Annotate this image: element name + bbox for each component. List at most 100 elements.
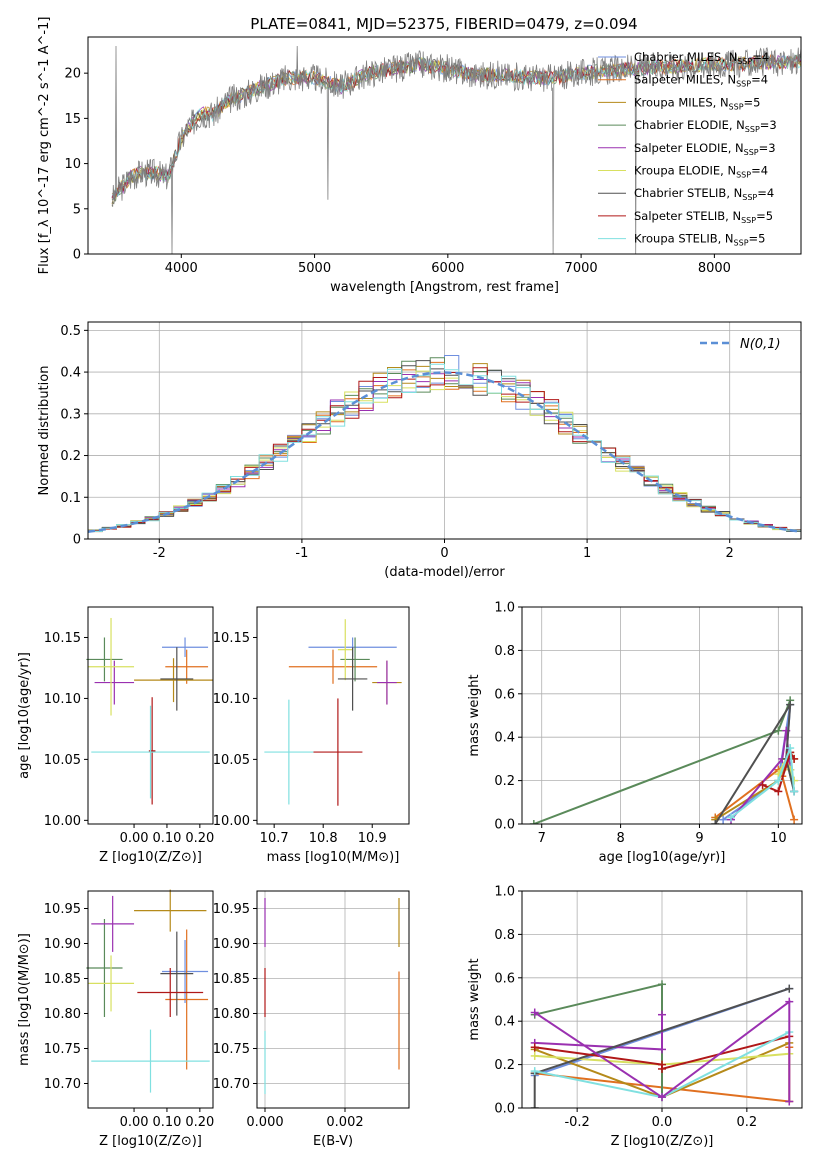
axes-frame — [256, 606, 410, 825]
legend-count: =5 — [744, 95, 761, 109]
weight-lines — [529, 696, 799, 824]
y-axis-label: mass [log10(M/M⊙)] — [17, 933, 32, 1066]
x-axis-label: Z [log10(Z/Z⊙)] — [99, 850, 202, 865]
legend-subscript: SSP — [736, 80, 751, 89]
y-tick-label: 0 — [73, 248, 81, 263]
weight-series-line — [714, 704, 796, 824]
x-tick-label: 7000 — [565, 261, 598, 276]
y-axis-label: mass weight — [467, 674, 482, 756]
legend-subscript: SSP — [734, 239, 749, 248]
axes-frame — [256, 890, 410, 1109]
figure-title: PLATE=0841, MJD=52375, FIBERID=0479, z=0… — [250, 15, 637, 33]
spectrum-lines — [111, 45, 801, 254]
x-tick-label: -0.2 — [564, 1115, 589, 1130]
weight-series-line — [534, 1014, 663, 1051]
spectrum-legend: Chabrier MILES, NSSP=4 Salpeter MILES, NS… — [598, 50, 777, 248]
weight-vs-Z-panel: -0.2 0.0 0.2 0.0 0.2 0.4 0.6 0.8 1.0 Z [log10(Z/Z… — [467, 885, 803, 1149]
x-tick-label: 8 — [616, 831, 624, 846]
residuals-panel: -2 -1 0 1 2 0 0.1 0.2 0.3 0.4 0.5 (data-model)/erro… — [37, 321, 802, 580]
x-tick-label: 2 — [726, 546, 734, 561]
x-tick-label: 0.0 — [652, 1115, 673, 1130]
weight-lines — [530, 980, 794, 1108]
y-tick-label: 15 — [64, 112, 81, 127]
axes-frame — [87, 890, 214, 1109]
x-tick-label: 4000 — [165, 261, 198, 276]
y-tick-label: 10 — [64, 157, 81, 172]
y-tick-label: 5 — [73, 202, 81, 217]
y-tick-label: 10.95 — [44, 902, 81, 917]
x-axis-label: (data-model)/error — [384, 565, 505, 580]
x-tick-label: 6000 — [431, 261, 464, 276]
legend-label: Salpeter STELIB, NSSP=5 — [634, 209, 773, 225]
legend-label: Kroupa MILES, NSSP=5 — [634, 95, 760, 111]
legend-label: Chabrier STELIB, NSSP=4 — [634, 186, 774, 202]
x-axis-label: E(B-V) — [313, 1134, 353, 1149]
y-tick-label: 1.0 — [494, 885, 515, 900]
spectrum-data-line — [111, 45, 801, 254]
x-tick-label: 7 — [538, 831, 546, 846]
x-tick-label: 10.7 — [260, 831, 289, 846]
legend-label: N(0,1) — [740, 337, 781, 352]
y-tick-label: 0.5 — [60, 324, 81, 339]
y-tick-label: 0.4 — [494, 1015, 515, 1030]
x-tick-label: 5000 — [298, 261, 331, 276]
normal-reference-curve — [88, 371, 801, 533]
y-tick-label: 10.10 — [44, 692, 81, 707]
legend-subscript: SSP — [729, 102, 744, 111]
y-tick-label: 10.05 — [44, 753, 81, 768]
y-tick-label: 20 — [64, 67, 81, 82]
y-axis-label: Flux [f_λ 10^-17 erg cm^-2 s^-1 A^-1] — [37, 17, 52, 275]
x-tick-label: -1 — [295, 546, 308, 561]
legend-label: Salpeter ELODIE, NSSP=3 — [634, 141, 776, 157]
y-tick-label: 0.3 — [60, 407, 81, 422]
spectrum-panel: 4000 5000 6000 7000 8000 0 5 10 15 20 wavelength [… — [37, 17, 802, 295]
x-tick-label: 8000 — [698, 261, 731, 276]
y-tick-label: 10.00 — [44, 814, 81, 829]
y-tick-label: 0.0 — [494, 1102, 515, 1117]
legend-count: =4 — [752, 50, 769, 64]
y-tick-label: 1.0 — [494, 601, 515, 616]
x-tick-label: 0.20 — [185, 1115, 214, 1130]
y-tick-label: 0.2 — [494, 1058, 515, 1073]
y-tick-label: 10.70 — [44, 1077, 81, 1092]
weight-vs-age-panel: 7 8 9 10 0.0 0.2 0.4 0.6 0.8 1.0 age [log10(age/yr… — [467, 601, 803, 865]
weight-series-line — [730, 747, 796, 819]
axes-frame — [521, 606, 803, 825]
y-tick-label: 0.6 — [494, 971, 515, 986]
residual-histograms — [88, 355, 801, 534]
y-tick-label: 10.95 — [213, 902, 250, 917]
y-tick-label: 0.4 — [494, 731, 515, 746]
y-tick-label: 0.2 — [494, 774, 515, 789]
weight-series-line — [730, 730, 792, 821]
y-tick-label: 0.8 — [494, 644, 515, 659]
legend-label: Salpeter MILES, NSSP=4 — [634, 73, 768, 89]
x-tick-label: 0.002 — [326, 1115, 363, 1130]
age-vs-mass-panel: 10.7 10.8 10.9 10.00 10.05 10.10 10.15 mass [lo… — [213, 606, 410, 865]
axes-frame — [87, 606, 214, 825]
x-tick-label: 10 — [770, 831, 787, 846]
legend-subscript: SSP — [736, 171, 751, 180]
legend-count: =5 — [756, 209, 773, 223]
x-tick-label: 0.10 — [152, 1115, 181, 1130]
legend-count: =5 — [749, 232, 766, 246]
axes-frame — [521, 890, 803, 1109]
weight-series-line — [533, 699, 792, 824]
y-tick-label: 10.85 — [213, 972, 250, 987]
x-tick-label: 0.20 — [185, 831, 214, 846]
x-tick-label: 10.8 — [309, 831, 338, 846]
y-tick-label: 10.00 — [213, 814, 250, 829]
y-tick-label: 0.0 — [494, 818, 515, 833]
legend-label: Kroupa STELIB, NSSP=5 — [634, 232, 765, 248]
x-axis-label: Z [log10(Z/Z⊙)] — [611, 1134, 714, 1149]
weight-series-line — [534, 999, 791, 1102]
y-axis-label: mass weight — [467, 958, 482, 1040]
legend-count: =3 — [759, 141, 776, 155]
y-tick-label: 10.15 — [44, 631, 81, 646]
x-tick-label: 0 — [440, 546, 448, 561]
mass-vs-ebv-panel: 0.000 0.002 10.70 10.75 10.80 10.85 10.90 10.95… — [213, 890, 410, 1149]
legend-count: =4 — [751, 164, 768, 178]
legend-subscript: SSP — [745, 125, 760, 134]
x-tick-label: 9 — [695, 831, 703, 846]
